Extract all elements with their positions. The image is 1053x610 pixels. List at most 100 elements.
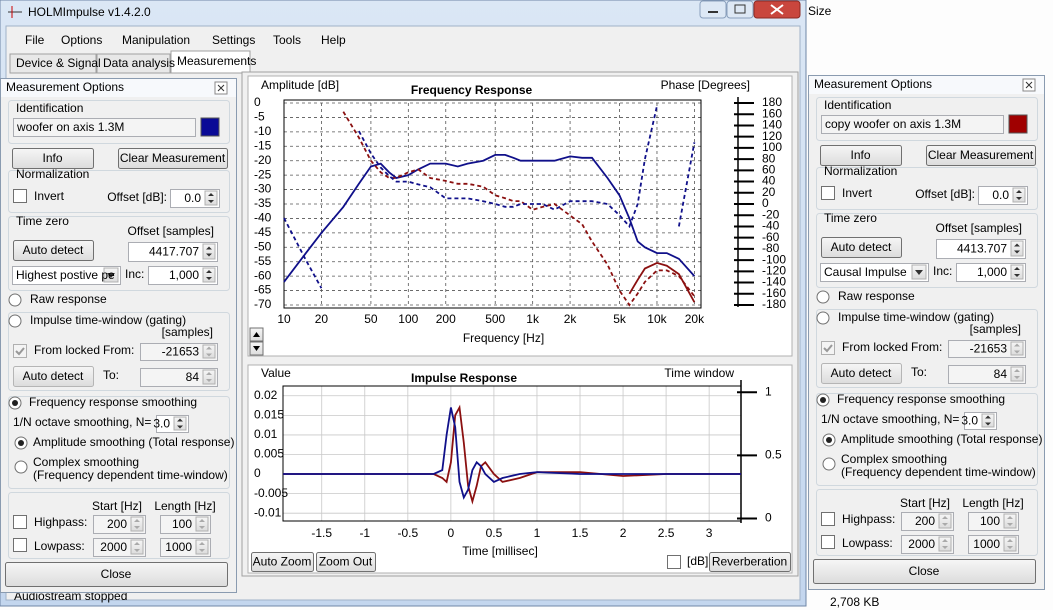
text-field[interactable]: [12, 266, 121, 285]
panel-title: Measurement Options: [6, 80, 124, 94]
field-value: 1000: [165, 540, 192, 554]
button-label: Info: [850, 148, 870, 162]
spin-button[interactable]: [173, 416, 187, 431]
button[interactable]: [709, 552, 791, 572]
spin-button[interactable]: [1012, 187, 1026, 203]
spin-button[interactable]: [1010, 341, 1024, 356]
text-field[interactable]: [140, 368, 218, 387]
text-field[interactable]: [140, 343, 218, 361]
y2-tick-label: -60: [762, 230, 780, 244]
button[interactable]: [813, 559, 1036, 584]
button[interactable]: [118, 148, 228, 169]
spin-button[interactable]: [195, 516, 209, 532]
text-field[interactable]: [948, 365, 1026, 384]
group-box: [8, 100, 230, 144]
color-swatch[interactable]: [200, 117, 220, 137]
checkbox[interactable]: [821, 341, 835, 355]
menu-item[interactable]: Tools: [273, 33, 301, 47]
tab[interactable]: [9, 53, 97, 74]
menu-item[interactable]: Manipulation: [122, 33, 190, 47]
button[interactable]: [13, 240, 94, 261]
spin-button[interactable]: [938, 536, 952, 552]
spin-button[interactable]: [1010, 240, 1024, 257]
button[interactable]: [926, 145, 1036, 166]
group-box: [8, 216, 230, 291]
group-label: Normalization: [16, 167, 89, 181]
spin-button[interactable]: [130, 516, 144, 532]
window-controls[interactable]: [699, 0, 801, 19]
spin-button[interactable]: [1003, 513, 1017, 529]
tab[interactable]: [96, 53, 171, 74]
spin-button[interactable]: [195, 539, 209, 555]
button[interactable]: [821, 363, 902, 384]
tab-selected[interactable]: [170, 50, 251, 74]
label: Offset [samples]: [128, 224, 214, 238]
checkbox[interactable]: [13, 344, 27, 358]
label: Frequency response smoothing: [837, 392, 1005, 406]
menu-item[interactable]: File: [25, 33, 45, 47]
text-field[interactable]: [948, 340, 1026, 358]
y2-tick-label: 0: [765, 511, 772, 525]
text-field[interactable]: [128, 242, 218, 262]
spin-button[interactable]: [1010, 366, 1024, 382]
spin-button[interactable]: [202, 267, 216, 283]
spin-arrows: [206, 372, 212, 382]
spin-arrows: [1007, 516, 1013, 526]
button[interactable]: [13, 366, 94, 387]
plot-frame: [282, 385, 742, 522]
text-field[interactable]: [13, 118, 196, 137]
button[interactable]: [316, 552, 376, 572]
button[interactable]: [820, 145, 902, 166]
field-value: copy woofer on axis 1.3M: [825, 117, 961, 131]
text-field[interactable]: [148, 266, 218, 285]
spin-arrows: [134, 542, 140, 552]
radio-button[interactable]: [8, 314, 22, 328]
button[interactable]: [251, 552, 314, 572]
radio-button[interactable]: [816, 311, 830, 325]
button[interactable]: [821, 237, 902, 258]
checkbox[interactable]: [821, 512, 835, 526]
y-tick-label: 0.02: [254, 388, 278, 402]
spin-button[interactable]: [1010, 264, 1024, 280]
checkbox[interactable]: [13, 189, 27, 203]
y-tick-label: -70: [254, 297, 272, 311]
spin-arrows: [199, 542, 205, 552]
field-value: 2000: [908, 537, 935, 551]
menu-item[interactable]: Help: [321, 33, 346, 47]
spin-button[interactable]: [202, 369, 216, 385]
button[interactable]: [5, 562, 228, 587]
field-value: -21653: [162, 345, 200, 359]
radio-button[interactable]: [822, 457, 836, 471]
checkbox[interactable]: [13, 515, 27, 529]
field-value: 100: [172, 517, 192, 531]
spin-button[interactable]: [1003, 536, 1017, 552]
spin-button[interactable]: [130, 539, 144, 555]
menu-item[interactable]: Options: [61, 33, 102, 47]
radio-button[interactable]: [8, 293, 22, 307]
checkbox[interactable]: [821, 186, 835, 200]
scroll-buttons[interactable]: [249, 327, 264, 356]
menu-item[interactable]: Settings: [212, 33, 255, 47]
label: 1/N octave smoothing, N=: [821, 412, 959, 426]
text-field[interactable]: [956, 263, 1026, 282]
spin-button[interactable]: [204, 190, 218, 206]
color-swatch[interactable]: [1008, 114, 1028, 134]
spin-button[interactable]: [981, 413, 995, 428]
spin-button[interactable]: [202, 243, 216, 260]
spin-button[interactable]: [938, 513, 952, 529]
label: Length [Hz]: [154, 499, 215, 513]
series-line: [628, 261, 696, 303]
checkbox[interactable]: [667, 555, 681, 569]
radio-button[interactable]: [816, 290, 830, 304]
text-field[interactable]: [821, 115, 1004, 134]
text-field[interactable]: [936, 239, 1026, 259]
button[interactable]: [12, 148, 94, 169]
group-box: [816, 309, 1038, 388]
text-field[interactable]: [820, 263, 929, 282]
checkbox[interactable]: [821, 535, 835, 549]
field-value: 0.0: [184, 191, 201, 205]
radio-button[interactable]: [14, 460, 28, 474]
checkbox[interactable]: [13, 538, 27, 552]
spin-button[interactable]: [202, 344, 216, 359]
group-box: [8, 396, 230, 489]
